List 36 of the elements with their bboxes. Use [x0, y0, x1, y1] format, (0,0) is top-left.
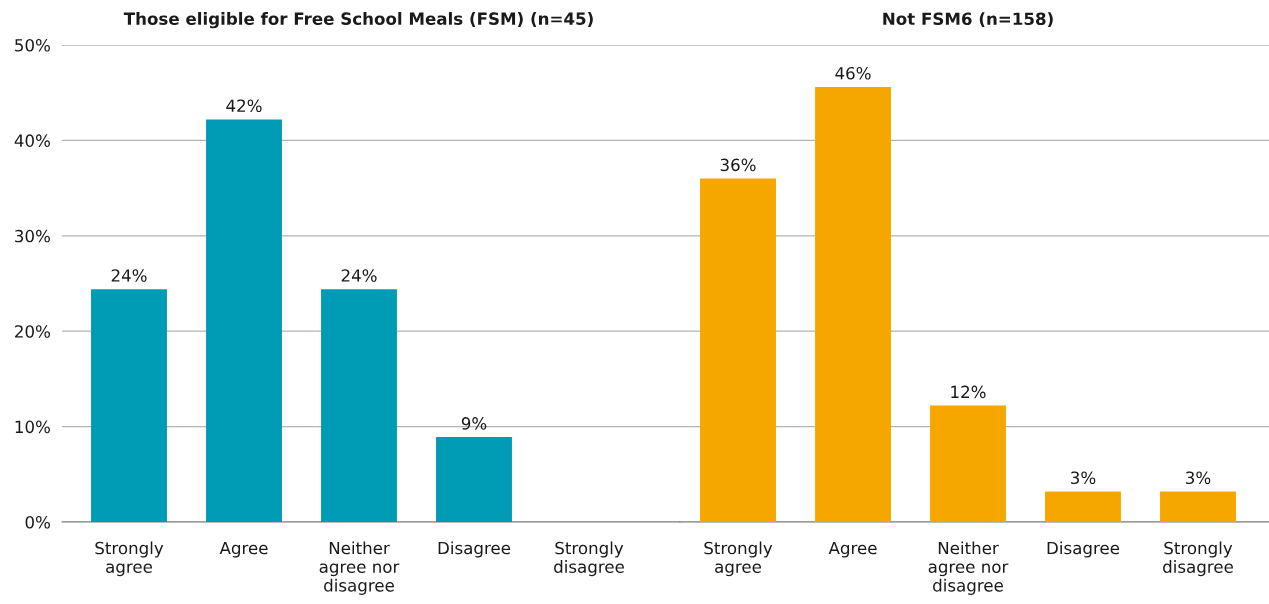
- x-tick-label: Disagree: [1047, 541, 1120, 558]
- bar: [930, 405, 1006, 522]
- x-tick-label: Strongly agree: [704, 541, 773, 577]
- data-label: 42%: [226, 99, 262, 113]
- bar: [206, 119, 282, 522]
- y-tick-label: 40%: [14, 134, 50, 147]
- y-tick-label: 30%: [15, 229, 50, 243]
- data-label: 3%: [1071, 471, 1096, 485]
- y-tick-label: 0%: [25, 515, 50, 529]
- x-tick-label: Strongly agree: [95, 541, 164, 577]
- data-label: 24%: [111, 269, 147, 282]
- y-tick-label: 10%: [15, 420, 50, 434]
- data-label: 12%: [951, 385, 986, 399]
- bar: [91, 289, 167, 522]
- x-tick-label: Agree: [219, 541, 268, 558]
- chart-title: Those eligible for Free School Meals (FSM) (n=45): [123, 12, 593, 29]
- data-label: 36%: [720, 158, 756, 172]
- bar: [815, 86, 891, 522]
- x-tick-label: Neither agree nor disagree: [319, 541, 400, 595]
- bar: [1045, 491, 1121, 522]
- x-tick-label: Strongly disagree: [1163, 541, 1233, 577]
- bar: [700, 178, 776, 522]
- x-tick-label: Agree: [828, 541, 877, 558]
- bar: [1160, 491, 1236, 522]
- y-tick-label: 50%: [15, 38, 50, 52]
- data-label: 24%: [341, 269, 377, 282]
- x-tick-label: Disagree: [438, 541, 511, 558]
- data-label: 46%: [835, 66, 871, 80]
- chart-title: Not FSM6 (n=158): [883, 12, 1053, 28]
- x-tick-label: Strongly disagree: [554, 541, 624, 577]
- bar: [436, 437, 512, 522]
- y-tick-label: 20%: [15, 325, 50, 338]
- data-label: 9%: [461, 417, 487, 430]
- x-tick-label: Neither agree nor disagree: [928, 541, 1009, 595]
- data-label: 3%: [1186, 471, 1211, 485]
- bar: [321, 289, 397, 522]
